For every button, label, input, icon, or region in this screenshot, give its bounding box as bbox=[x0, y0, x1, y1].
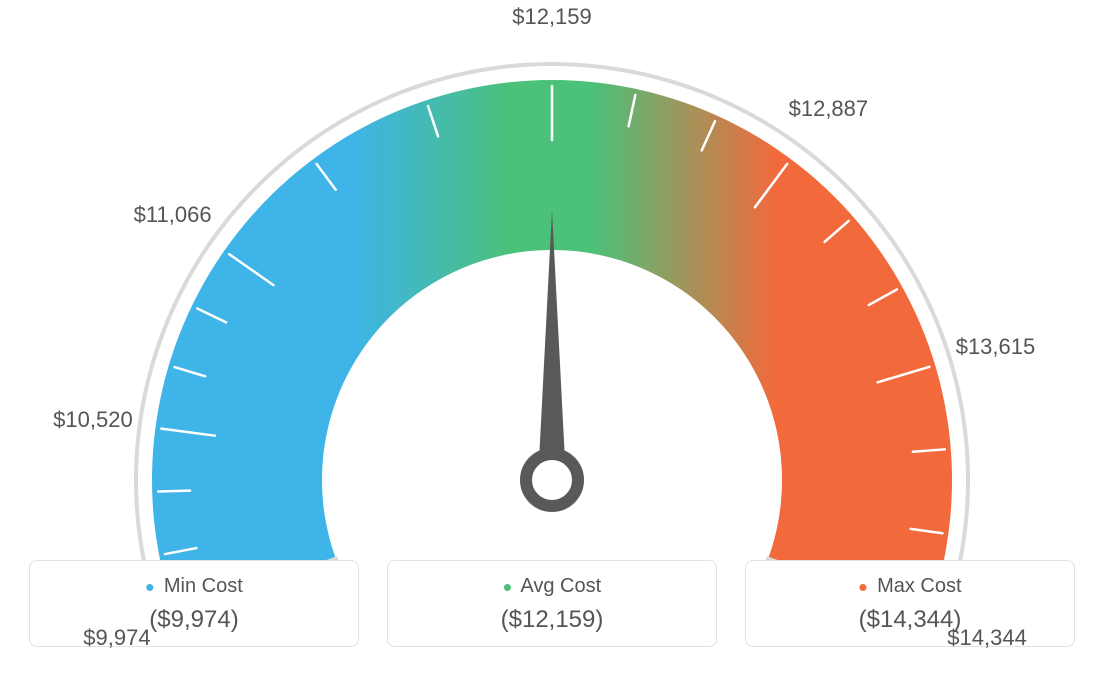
max-cost-label: Max Cost bbox=[877, 575, 961, 597]
min-cost-title: • Min Cost bbox=[40, 575, 348, 598]
avg-cost-label: Avg Cost bbox=[520, 575, 601, 597]
gauge-tick-label: $13,615 bbox=[956, 334, 1036, 360]
avg-cost-title: • Avg Cost bbox=[398, 575, 706, 598]
gauge-tick-label: $11,066 bbox=[134, 202, 212, 228]
dot-icon: • bbox=[503, 572, 512, 602]
avg-cost-value: ($12,159) bbox=[398, 606, 706, 634]
dot-icon: • bbox=[858, 572, 867, 602]
gauge-tick-label: $10,520 bbox=[53, 407, 133, 433]
min-cost-label: Min Cost bbox=[164, 575, 243, 597]
max-cost-title: • Max Cost bbox=[756, 575, 1064, 598]
gauge-tick-label: $12,887 bbox=[789, 96, 869, 122]
min-cost-card: • Min Cost ($9,974) bbox=[29, 560, 359, 647]
gauge-svg bbox=[0, 0, 1104, 560]
summary-row: • Min Cost ($9,974) • Avg Cost ($12,159)… bbox=[0, 560, 1104, 647]
gauge-tick-label: $9,974 bbox=[83, 625, 150, 651]
cost-gauge-infographic: $9,974 $10,520 $11,066 $12,159 $12,887 $13,61… bbox=[0, 0, 1104, 690]
gauge-tick-label: $12,159 bbox=[512, 4, 592, 30]
avg-cost-card: • Avg Cost ($12,159) bbox=[387, 560, 717, 647]
gauge-tick-label: $14,344 bbox=[947, 625, 1027, 651]
gauge-area: $9,974$10,520$11,066$12,159$12,887$13,61… bbox=[0, 0, 1104, 560]
dot-icon: • bbox=[145, 572, 154, 602]
